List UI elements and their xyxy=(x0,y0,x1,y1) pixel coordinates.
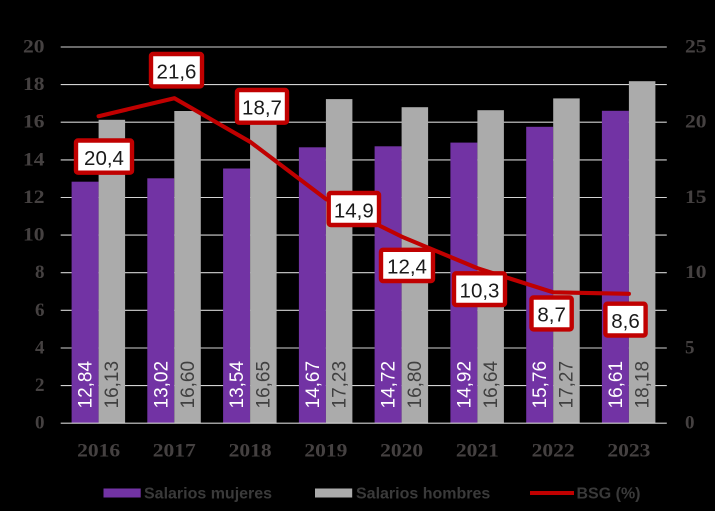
svg-text:21,6: 21,6 xyxy=(157,61,197,84)
svg-text:Salarios mujeres: Salarios mujeres xyxy=(144,486,272,503)
svg-text:17,23: 17,23 xyxy=(329,361,350,409)
svg-text:14,67: 14,67 xyxy=(303,361,324,409)
svg-text:2016: 2016 xyxy=(77,441,120,462)
svg-text:16,64: 16,64 xyxy=(481,361,502,409)
svg-text:5: 5 xyxy=(685,338,695,359)
svg-text:0: 0 xyxy=(685,413,695,434)
svg-text:10: 10 xyxy=(685,262,707,283)
svg-text:18,18: 18,18 xyxy=(632,361,653,409)
svg-text:16,13: 16,13 xyxy=(102,361,123,409)
svg-text:14,92: 14,92 xyxy=(454,361,475,409)
svg-text:BSG (%): BSG (%) xyxy=(577,486,641,503)
svg-text:16,80: 16,80 xyxy=(405,361,426,409)
svg-text:18,7: 18,7 xyxy=(242,97,282,120)
svg-text:16: 16 xyxy=(23,112,45,133)
svg-text:2: 2 xyxy=(35,375,45,396)
svg-text:18: 18 xyxy=(23,74,45,95)
svg-text:2021: 2021 xyxy=(456,441,499,462)
svg-text:8,6: 8,6 xyxy=(611,310,640,333)
svg-text:2023: 2023 xyxy=(607,441,650,462)
svg-text:2019: 2019 xyxy=(304,441,347,462)
svg-text:16,60: 16,60 xyxy=(178,361,199,409)
svg-text:8,7: 8,7 xyxy=(537,304,566,327)
svg-text:2022: 2022 xyxy=(532,441,575,462)
svg-text:20,4: 20,4 xyxy=(84,147,124,170)
svg-text:12,4: 12,4 xyxy=(387,256,427,279)
svg-text:15,76: 15,76 xyxy=(530,361,551,409)
svg-text:14: 14 xyxy=(23,149,45,170)
svg-text:6: 6 xyxy=(35,300,45,321)
svg-text:2018: 2018 xyxy=(229,441,272,462)
svg-text:Salarios hombres: Salarios hombres xyxy=(356,486,490,503)
svg-text:16,65: 16,65 xyxy=(254,361,275,409)
svg-text:14,72: 14,72 xyxy=(379,361,400,409)
svg-text:10,3: 10,3 xyxy=(460,280,500,303)
svg-text:10: 10 xyxy=(23,225,45,246)
svg-text:17,27: 17,27 xyxy=(557,361,578,409)
svg-text:14,9: 14,9 xyxy=(334,199,374,222)
svg-text:12: 12 xyxy=(23,187,45,208)
svg-text:2017: 2017 xyxy=(153,441,197,462)
svg-text:13,54: 13,54 xyxy=(227,361,248,409)
svg-text:20: 20 xyxy=(23,37,45,58)
svg-text:8: 8 xyxy=(35,262,45,283)
svg-text:4: 4 xyxy=(35,338,45,359)
svg-text:16,61: 16,61 xyxy=(606,361,627,409)
svg-text:2020: 2020 xyxy=(380,441,423,462)
svg-text:20: 20 xyxy=(685,112,707,133)
svg-text:0: 0 xyxy=(35,413,45,434)
svg-text:12,84: 12,84 xyxy=(76,361,97,409)
svg-text:25: 25 xyxy=(685,37,707,58)
svg-text:15: 15 xyxy=(685,187,707,208)
svg-text:13,02: 13,02 xyxy=(151,361,172,409)
